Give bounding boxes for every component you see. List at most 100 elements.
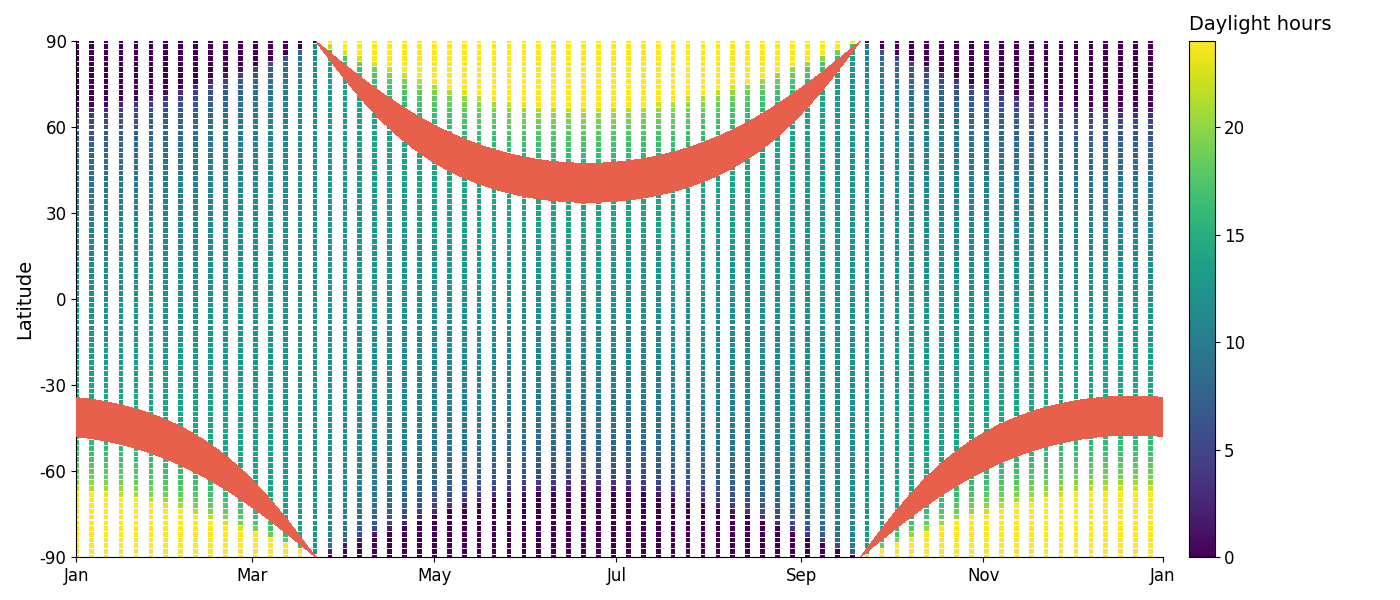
Point <box>900 248 923 258</box>
Point <box>1095 300 1117 310</box>
Point <box>140 524 162 533</box>
Point <box>199 48 221 58</box>
Point <box>1050 524 1072 533</box>
Point <box>1095 76 1117 86</box>
Point <box>230 59 252 69</box>
Point <box>976 547 998 556</box>
Point <box>199 311 221 321</box>
Point <box>707 335 729 344</box>
Point <box>288 140 311 149</box>
Point <box>304 490 326 499</box>
Point <box>349 197 371 206</box>
Point <box>199 490 221 499</box>
Point <box>364 466 386 476</box>
Point <box>945 432 967 442</box>
Point <box>631 478 654 488</box>
Point <box>871 53 893 63</box>
Point <box>140 111 162 121</box>
Point <box>573 374 595 384</box>
Point <box>468 530 490 539</box>
Point <box>557 369 580 379</box>
Point <box>80 518 102 527</box>
Point <box>543 455 566 464</box>
Point <box>349 271 371 281</box>
Point <box>1140 208 1162 218</box>
Point <box>483 506 505 516</box>
Point <box>393 547 416 556</box>
Point <box>1140 386 1162 396</box>
Point <box>304 266 326 275</box>
Point <box>766 163 788 172</box>
Point <box>662 226 685 235</box>
Point <box>826 553 848 562</box>
Point <box>319 111 342 121</box>
Point <box>871 484 893 493</box>
Point <box>274 179 297 189</box>
Point <box>900 329 923 338</box>
Point <box>304 484 326 493</box>
Point <box>454 340 476 350</box>
Point <box>960 472 983 482</box>
Point <box>543 271 566 281</box>
Point <box>409 283 431 293</box>
Point <box>185 65 207 74</box>
Point <box>900 283 923 293</box>
Point <box>319 358 342 367</box>
Point <box>990 88 1012 98</box>
Point <box>736 42 759 52</box>
Point <box>319 386 342 396</box>
Point <box>64 374 87 384</box>
Point <box>259 208 281 218</box>
Point <box>409 432 431 442</box>
Point <box>378 140 400 149</box>
Point <box>797 421 819 430</box>
Point <box>736 168 759 178</box>
Point <box>333 369 356 379</box>
Point <box>557 134 580 143</box>
Point <box>631 317 654 327</box>
Point <box>945 392 967 401</box>
Point <box>886 432 909 442</box>
Point <box>169 179 192 189</box>
Text: Daylight hours: Daylight hours <box>1189 15 1331 34</box>
Point <box>454 145 476 155</box>
Point <box>95 197 118 206</box>
Point <box>617 461 640 470</box>
Point <box>931 472 953 482</box>
Point <box>1095 197 1117 206</box>
Point <box>154 346 176 356</box>
Point <box>423 140 445 149</box>
Point <box>886 111 909 121</box>
Point <box>602 409 624 419</box>
Point <box>916 37 938 46</box>
Point <box>960 363 983 373</box>
Point <box>140 455 162 464</box>
Point <box>617 191 640 201</box>
Point <box>349 484 371 493</box>
Point <box>199 248 221 258</box>
Point <box>752 37 774 46</box>
Point <box>960 226 983 235</box>
Point <box>259 472 281 482</box>
Point <box>707 346 729 356</box>
Point <box>1124 82 1147 92</box>
Point <box>573 392 595 401</box>
Point <box>811 174 833 184</box>
Point <box>602 455 624 464</box>
Point <box>871 363 893 373</box>
Point <box>109 386 132 396</box>
Point <box>109 506 132 516</box>
Point <box>364 82 386 92</box>
Point <box>543 461 566 470</box>
Point <box>602 495 624 505</box>
Point <box>214 346 237 356</box>
Point <box>617 392 640 401</box>
Point <box>736 94 759 103</box>
Point <box>349 248 371 258</box>
Point <box>109 432 132 442</box>
Point <box>811 427 833 436</box>
Point <box>378 111 400 121</box>
Point <box>916 340 938 350</box>
Point <box>707 59 729 69</box>
Point <box>916 266 938 275</box>
